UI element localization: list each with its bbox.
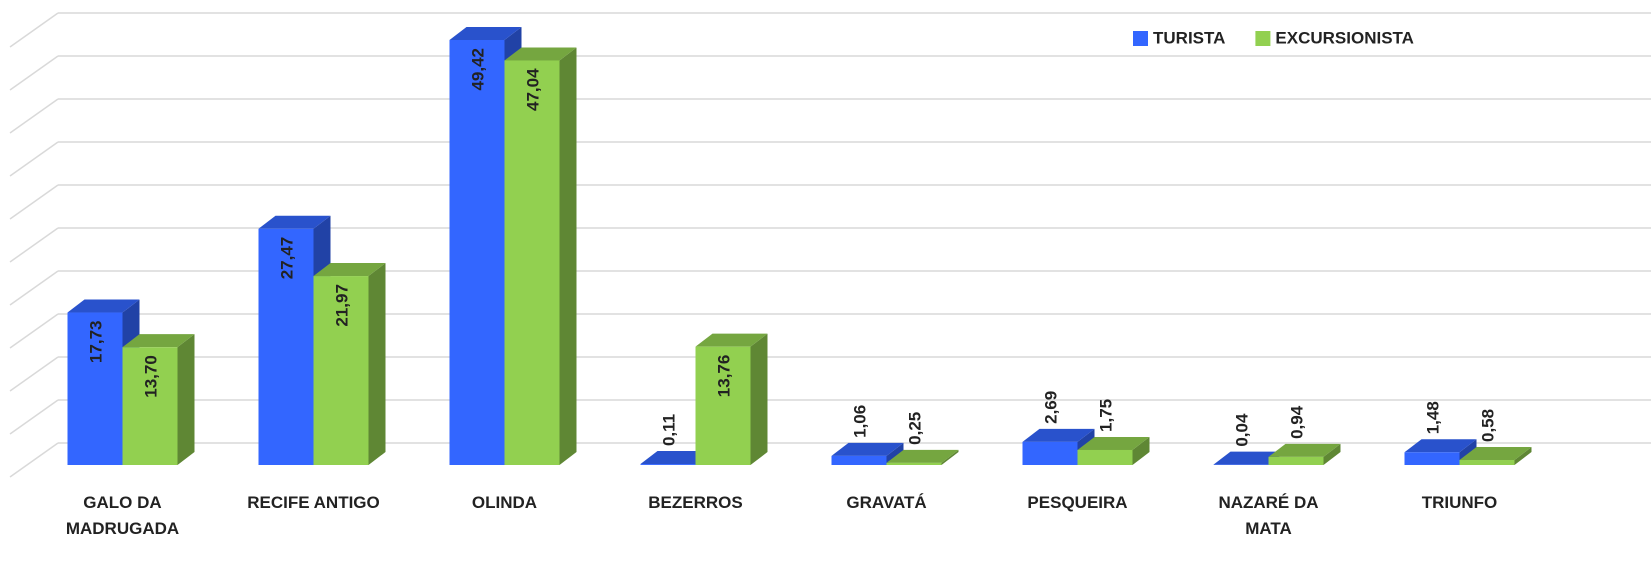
bar-top (258, 215, 331, 229)
bar-top (695, 333, 768, 347)
bar (67, 312, 123, 465)
data-label: 27,47 (277, 237, 296, 280)
x-tick-label: GALO DA MADRUGADA (65, 493, 180, 538)
legend-label: TURISTA (1153, 28, 1225, 47)
data-label: 1,48 (1423, 401, 1442, 434)
bar (640, 464, 696, 465)
data-label: 0,94 (1287, 405, 1306, 439)
bar (1022, 441, 1078, 465)
bar (504, 60, 560, 466)
bar (1459, 460, 1515, 465)
bar-side (368, 263, 386, 465)
bar-side (1514, 447, 1532, 465)
bar-top (1077, 436, 1150, 450)
grid-line-side (9, 313, 59, 349)
bar-side (1323, 443, 1341, 465)
bar-top (449, 26, 522, 40)
bar (1077, 449, 1133, 465)
x-tick-label: BEZERROS (648, 493, 743, 512)
x-tick-label: NAZARÉ DA MATA (1218, 493, 1319, 538)
bar-side (559, 47, 577, 466)
data-label: 0,04 (1232, 413, 1251, 447)
legend-label: EXCURSIONISTA (1275, 28, 1414, 47)
x-tick-label: OLINDA (471, 493, 538, 512)
bar-top (886, 449, 959, 463)
data-label: 1,06 (850, 405, 869, 438)
data-label: 0,58 (1478, 409, 1497, 442)
data-label: 49,42 (468, 48, 487, 91)
bar (695, 346, 751, 465)
data-label: 13,76 (714, 355, 733, 398)
x-tick-label: PESQUEIRA (1027, 493, 1128, 512)
grid-line-side (9, 442, 59, 478)
grid-line-side (9, 399, 59, 435)
legend-swatch (1255, 31, 1271, 46)
bar-top (1213, 451, 1286, 465)
data-label: 0,11 (659, 414, 678, 446)
bar (831, 455, 887, 465)
grid-line-side (9, 227, 59, 263)
bar-top (1404, 439, 1477, 453)
bar-top (122, 334, 195, 348)
bar-top (1459, 447, 1532, 461)
grid-line-side (9, 356, 59, 392)
bar (313, 276, 369, 465)
bar (449, 39, 505, 465)
grid-line-side (9, 98, 59, 134)
data-label: 1,75 (1096, 399, 1115, 432)
bar (258, 228, 314, 465)
data-label: 13,70 (141, 355, 160, 398)
bar (1268, 456, 1324, 465)
bar-side (941, 449, 959, 465)
grid-line-side (9, 55, 59, 91)
bar-side (886, 442, 904, 465)
bar-side (750, 333, 768, 465)
bar-top (313, 263, 386, 277)
bar (886, 462, 942, 465)
x-tick-label: TRIUNFO (1421, 493, 1498, 512)
grid-line-side (9, 12, 59, 48)
data-label: 2,69 (1041, 391, 1060, 424)
grid-line-side (9, 184, 59, 220)
data-label: 0,25 (905, 412, 924, 445)
bar (122, 347, 178, 465)
bar-top (67, 299, 140, 313)
x-tick-label: RECIFE ANTIGO (247, 493, 380, 512)
data-label: 17,73 (86, 321, 105, 364)
bar (1404, 452, 1460, 465)
x-tick-label: GRAVATÁ (846, 493, 927, 512)
bar-top (504, 47, 577, 61)
bar-top (640, 451, 713, 465)
bar-side (177, 334, 195, 465)
bar-side (1132, 436, 1150, 465)
bar-top (831, 442, 904, 456)
grid-line-side (9, 141, 59, 177)
bar-top (1268, 443, 1341, 457)
legend-swatch (1133, 31, 1148, 46)
grid-line-side (9, 270, 59, 306)
bar-top (1022, 428, 1095, 442)
data-label: 47,04 (523, 68, 542, 111)
data-label: 21,97 (332, 284, 351, 327)
